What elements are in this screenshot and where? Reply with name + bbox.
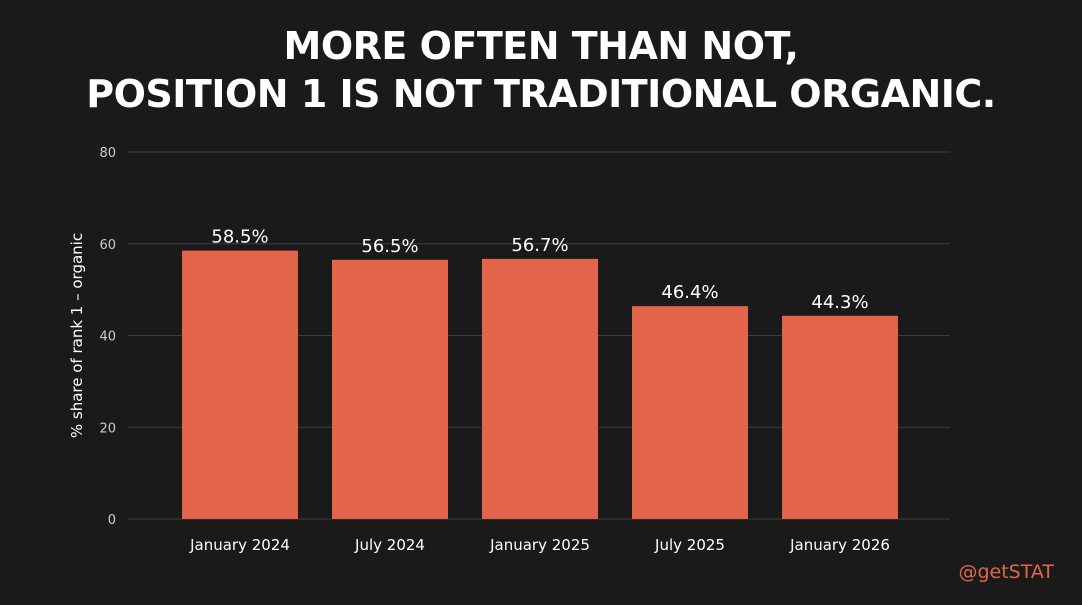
y-tick-label: 60: [99, 238, 116, 253]
y-tick-label: 0: [108, 513, 116, 528]
bar: [482, 258, 598, 519]
data-label: 56.7%: [511, 235, 568, 256]
chart-title-line-2: POSITION 1 IS NOT TRADITIONAL ORGANIC.: [86, 72, 996, 116]
bar: [782, 315, 898, 519]
data-label: 44.3%: [811, 292, 868, 313]
brand-handle: @getSTAT: [958, 561, 1054, 583]
chart-title-line-1: MORE OFTEN THAN NOT,: [283, 24, 799, 68]
chart-title: MORE OFTEN THAN NOT, POSITION 1 IS NOT T…: [0, 22, 1082, 118]
y-tick-label: 20: [99, 421, 116, 436]
bar: [632, 306, 748, 519]
y-tick-label: 80: [99, 146, 116, 161]
data-label: 58.5%: [211, 227, 268, 248]
bar: [332, 259, 448, 519]
x-tick-label: January 2026: [789, 536, 890, 554]
data-label: 46.4%: [661, 282, 718, 303]
x-tick-label: January 2025: [489, 536, 590, 554]
x-tick-label: July 2024: [354, 536, 425, 554]
x-tick-label: July 2025: [654, 536, 725, 554]
y-axis-label: % share of rank 1 – organic: [68, 233, 86, 438]
data-label: 56.5%: [361, 236, 418, 257]
y-tick-label: 40: [99, 330, 116, 345]
x-tick-label: January 2024: [189, 536, 290, 554]
bar: [182, 250, 298, 519]
